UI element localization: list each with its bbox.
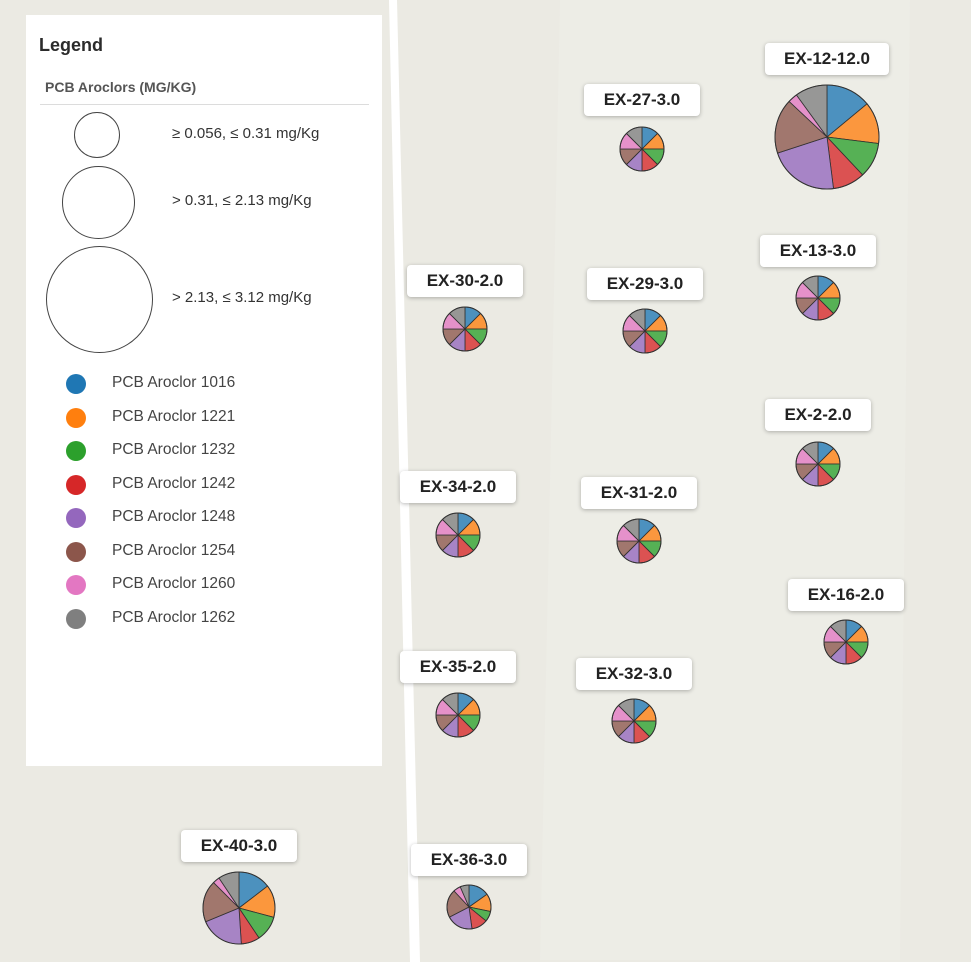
legend-category-label: PCB Aroclor 1260 (112, 575, 236, 592)
sample-pie[interactable] (823, 619, 869, 665)
sample-pie[interactable] (795, 275, 841, 321)
pie-outline (823, 619, 869, 665)
legend-category-label: PCB Aroclor 1254 (112, 542, 236, 559)
size-circle-large (46, 246, 153, 353)
sample-label[interactable]: EX-13-3.0 (760, 235, 876, 267)
legend-category-label: PCB Aroclor 1232 (112, 441, 236, 458)
sample-label[interactable]: EX-2-2.0 (765, 399, 871, 431)
sample-pie-layer (202, 84, 880, 945)
sample-label[interactable]: EX-32-3.0 (576, 658, 692, 690)
sample-pie[interactable] (616, 518, 662, 564)
sample-label[interactable]: EX-31-2.0 (581, 477, 697, 509)
size-label-large: > 2.13, ≤ 3.12 mg/Kg (172, 289, 312, 306)
sample-pie[interactable] (446, 884, 492, 930)
pie-outline (442, 306, 488, 352)
legend-swatch (66, 441, 86, 461)
sample-label[interactable]: EX-34-2.0 (400, 471, 516, 503)
legend-divider (40, 104, 369, 105)
legend-swatch (66, 374, 86, 394)
pie-outline (795, 441, 841, 487)
legend-swatch (66, 408, 86, 428)
pie-outline (619, 126, 665, 172)
size-label-medium: > 0.31, ≤ 2.13 mg/Kg (172, 192, 312, 209)
sample-pie[interactable] (435, 692, 481, 738)
sample-label[interactable]: EX-29-3.0 (587, 268, 703, 300)
pie-outline (446, 884, 492, 930)
size-label-small: ≥ 0.056, ≤ 0.31 mg/Kg (172, 125, 320, 142)
pie-outline (774, 84, 880, 190)
sample-label[interactable]: EX-35-2.0 (400, 651, 516, 683)
legend-swatch (66, 475, 86, 495)
sample-pie[interactable] (795, 441, 841, 487)
sample-pie[interactable] (202, 871, 276, 945)
sample-pie[interactable] (435, 512, 481, 558)
legend-category-label: PCB Aroclor 1262 (112, 609, 236, 626)
sample-pie[interactable] (774, 84, 880, 190)
sample-pie[interactable] (622, 308, 668, 354)
sample-label[interactable]: EX-36-3.0 (411, 844, 527, 876)
legend-category-label: PCB Aroclor 1221 (112, 408, 236, 425)
legend-swatch (66, 609, 86, 629)
legend-category-label: PCB Aroclor 1242 (112, 475, 236, 492)
legend-swatch (66, 508, 86, 528)
size-circle-small (74, 112, 120, 158)
legend-subtitle: PCB Aroclors (MG/KG) (45, 79, 197, 95)
legend-title: Legend (39, 35, 104, 55)
sample-label[interactable]: EX-30-2.0 (407, 265, 523, 297)
legend-category-label: PCB Aroclor 1016 (112, 374, 236, 391)
legend-swatch (66, 542, 86, 562)
pie-outline (616, 518, 662, 564)
sample-label[interactable]: EX-16-2.0 (788, 579, 904, 611)
sample-label[interactable]: EX-40-3.0 (181, 830, 297, 862)
legend-swatch (66, 575, 86, 595)
legend-category-label: PCB Aroclor 1248 (112, 508, 236, 525)
legend-panel: Legend PCB Aroclors (MG/KG) ≥ 0.056, ≤ 0… (26, 15, 382, 766)
pie-outline (435, 692, 481, 738)
pie-outline (202, 871, 276, 945)
pie-outline (435, 512, 481, 558)
sample-pie[interactable] (611, 698, 657, 744)
sample-label[interactable]: EX-27-3.0 (584, 84, 700, 116)
size-circle-medium (62, 166, 135, 239)
pie-outline (795, 275, 841, 321)
pie-outline (622, 308, 668, 354)
pie-outline (611, 698, 657, 744)
sample-pie[interactable] (619, 126, 665, 172)
sample-label[interactable]: EX-12-12.0 (765, 43, 889, 75)
sample-pie[interactable] (442, 306, 488, 352)
